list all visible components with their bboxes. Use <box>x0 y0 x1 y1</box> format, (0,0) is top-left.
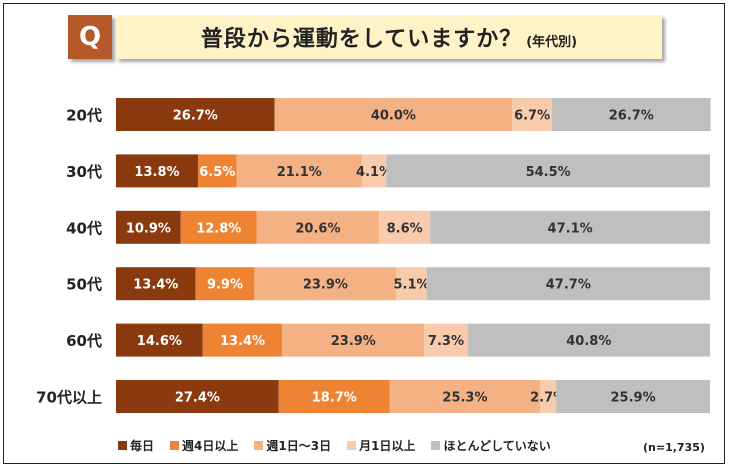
sample-size-note: (n=1,735) <box>643 441 705 454</box>
legend-swatch <box>347 441 357 450</box>
legend-swatch <box>431 441 441 450</box>
data-label: 7.3% <box>428 334 464 349</box>
data-label: 23.9% <box>331 334 376 349</box>
legend-label: ほとんどしていない <box>443 439 551 453</box>
data-label: 6.5% <box>199 165 235 180</box>
data-label: 8.6% <box>387 221 423 236</box>
bar-segment <box>512 98 552 131</box>
data-label: 47.7% <box>546 278 591 293</box>
bar-segment <box>396 267 427 301</box>
bar-segment <box>197 154 237 188</box>
bar-segment <box>180 210 257 244</box>
legend-label: 週4日以上 <box>182 439 239 453</box>
bar-segment <box>426 267 710 301</box>
bar-segment <box>386 154 710 188</box>
data-label: 21.1% <box>277 165 322 180</box>
bar-segment <box>116 380 279 413</box>
legend-swatch <box>170 441 180 450</box>
bar-segment <box>116 267 196 301</box>
data-label: 4.1% <box>356 165 392 180</box>
bar-segment <box>254 267 397 301</box>
bar-segment <box>282 323 425 357</box>
category-label: 60代 <box>66 332 102 350</box>
category-label: 40代 <box>66 219 102 237</box>
bar-segment <box>389 380 541 413</box>
bar-segment <box>278 380 390 413</box>
data-label: 25.3% <box>442 391 487 406</box>
bar-segment <box>424 323 468 357</box>
bar-segment <box>274 98 513 131</box>
data-label: 10.9% <box>126 221 171 236</box>
category-label: 30代 <box>66 163 102 181</box>
data-label: 14.6% <box>137 334 182 349</box>
data-label: 6.7% <box>514 109 550 124</box>
data-label: 47.1% <box>548 221 593 236</box>
legend-label: 月1日以上 <box>359 439 416 453</box>
question-badge-label: Q <box>78 22 102 52</box>
data-label: 18.7% <box>312 391 357 406</box>
legend-swatch <box>118 441 127 450</box>
data-label: 13.4% <box>133 278 178 293</box>
category-label: 50代 <box>66 276 102 294</box>
data-label: 27.4% <box>175 391 220 406</box>
bar-segment <box>195 267 255 301</box>
bar-segment <box>551 98 711 131</box>
question-badge: Q <box>68 15 112 59</box>
data-label: 12.8% <box>196 221 241 236</box>
bar-segment <box>379 210 431 244</box>
data-label: 5.1% <box>393 278 429 293</box>
bar-segment <box>361 154 387 188</box>
bar-segment <box>202 323 283 357</box>
data-label: 26.7% <box>173 109 218 124</box>
legend-item: 月1日以上 <box>347 437 415 454</box>
bar-segment <box>256 210 380 244</box>
category-label: 20代 <box>66 107 102 125</box>
bar-segment <box>116 323 203 357</box>
data-label: 23.9% <box>303 278 348 293</box>
bar-segment <box>556 380 710 413</box>
data-label: 25.9% <box>611 391 656 406</box>
bar-segment <box>116 210 181 244</box>
bar-segment <box>540 380 557 413</box>
legend-swatch <box>254 441 264 450</box>
data-label: 40.0% <box>371 109 416 124</box>
legend: 毎日 週4日以上 週1日～3日 月1日以上 ほとんどしていない <box>118 437 567 454</box>
question-banner: 普段から運動をしていますか？ (年代別) <box>116 15 662 59</box>
data-label: 54.5% <box>526 165 571 180</box>
data-label: 20.6% <box>295 221 340 236</box>
legend-label: 週1日～3日 <box>266 439 332 453</box>
data-label: 13.8% <box>134 165 179 180</box>
chart-title: 普段から運動をしていますか？ <box>200 27 523 52</box>
legend-item: ほとんどしていない <box>431 437 551 454</box>
legend-label: 毎日 <box>130 439 155 453</box>
bar-segment <box>236 154 362 188</box>
data-label: 9.9% <box>207 278 243 293</box>
data-label: 26.7% <box>609 109 654 124</box>
category-label: 70代以上 <box>36 389 102 407</box>
legend-item: 週4日以上 <box>170 437 238 454</box>
bar-segment <box>116 154 198 188</box>
data-label: 40.8% <box>566 334 611 349</box>
chart-subtitle: (年代別) <box>526 34 578 50</box>
bar-segment <box>467 323 710 357</box>
data-label: 13.4% <box>220 334 265 349</box>
legend-item: 週1日～3日 <box>254 437 331 454</box>
bar-segment <box>116 98 275 131</box>
bar-segment <box>430 210 710 244</box>
legend-item: 毎日 <box>118 437 154 454</box>
